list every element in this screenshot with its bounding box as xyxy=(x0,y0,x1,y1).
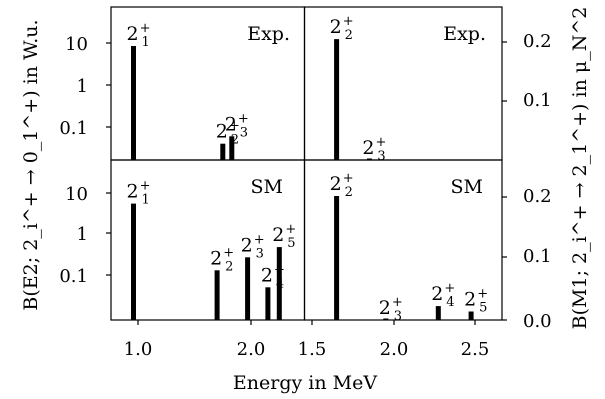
ytick-left-bottom-0.1: 0.1 xyxy=(59,266,88,287)
xtick-right-2.0: 2.0 xyxy=(380,339,409,360)
panel-frame-m1-sm xyxy=(303,159,503,321)
bar-e2-exp-2 xyxy=(220,143,226,160)
bar-e2-sm-2 xyxy=(214,270,220,320)
chart-marks: 2+12+22+32+22+32+12+22+32+42+52+22+32+42… xyxy=(106,14,507,325)
bar-label-m1-exp-2: 2+ 3 xyxy=(362,135,386,164)
bar-e2-exp-3 xyxy=(229,136,235,160)
bar-label-m1-sm-3: 2+ 4 xyxy=(431,281,455,310)
panel-label-e2-sm: SM xyxy=(251,176,283,198)
bar-label-e2-exp-2: 2+ 2 xyxy=(216,119,240,148)
bar-e2-sm-5 xyxy=(276,247,282,320)
bar-m1-sm-4 xyxy=(468,311,474,320)
bar-e2-sm-1 xyxy=(131,203,136,320)
ytick-left-top-10: 10 xyxy=(65,34,88,55)
y-axis-title-right: B(M1; 2_i^+ → 2_1^+) in μ_N^2 xyxy=(569,7,591,330)
bar-m1-sm-3 xyxy=(435,306,441,320)
bar-m1-sm-2 xyxy=(383,318,389,320)
bar-e2-sm-3 xyxy=(245,257,251,320)
panel-label-m1-sm: SM xyxy=(451,176,483,198)
x-axis-title: Energy in MeV xyxy=(233,372,377,394)
ytick-right-top-0.2: 0.2 xyxy=(523,31,552,52)
xtick-left-1.0: 1.0 xyxy=(124,339,153,360)
ytick-left-bottom-10: 10 xyxy=(65,184,88,205)
bar-m1-exp-2 xyxy=(366,158,372,160)
ytick-right-bottom-0.1: 0.1 xyxy=(523,246,552,267)
bar-label-e2-exp-3: 2+ 3 xyxy=(225,111,249,140)
bar-label-e2-exp-1: 2+ 1 xyxy=(127,21,151,50)
bar-m1-sm-1 xyxy=(334,196,340,320)
ytick-left-top-1: 1 xyxy=(77,76,88,97)
bar-label-m1-exp-1: 2+ 2 xyxy=(330,14,354,43)
ytick-left-top-0.1: 0.1 xyxy=(59,118,88,139)
bar-e2-exp-1 xyxy=(131,46,136,160)
ytick-left-bottom-1: 1 xyxy=(77,224,88,245)
xtick-right-1.5: 1.5 xyxy=(298,339,327,360)
bar-label-e2-sm-2: 2+ 2 xyxy=(210,245,234,274)
bar-label-e2-sm-3: 2+ 3 xyxy=(241,232,265,261)
ytick-right-bottom-0.2: 0.2 xyxy=(523,186,552,207)
panel-label-m1-exp: Exp. xyxy=(443,23,486,45)
bar-label-m1-sm-4: 2+ 5 xyxy=(464,287,488,316)
ytick-right-bottom-0.0: 0.0 xyxy=(523,311,552,332)
xtick-right-2.5: 2.5 xyxy=(461,339,490,360)
bar-m1-exp-1 xyxy=(334,39,340,160)
bar-e2-sm-4 xyxy=(265,287,271,320)
ytick-right-top-0.1: 0.1 xyxy=(523,90,552,111)
panel-label-e2-exp: Exp. xyxy=(247,23,290,45)
y-axis-title-left: B(E2; 2_i^+ → 0_1^+) in W.u. xyxy=(20,19,42,310)
bar-label-e2-sm-5: 2+ 5 xyxy=(272,222,296,251)
bar-label-m1-sm-2: 2+ 3 xyxy=(379,295,403,324)
bar-label-m1-sm-1: 2+ 2 xyxy=(330,171,354,200)
bar-label-e2-sm-1: 2+ 1 xyxy=(127,179,151,208)
xtick-left-2.0: 2.0 xyxy=(237,339,266,360)
